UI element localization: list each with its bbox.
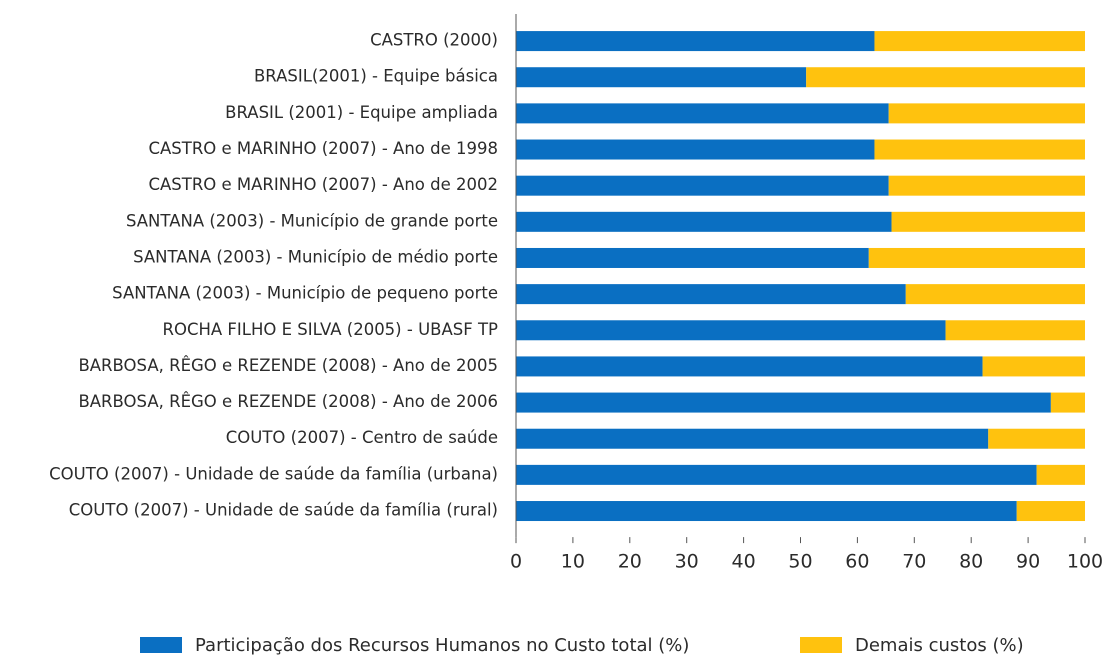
x-tick-label: 0 xyxy=(510,551,522,573)
category-label: COUTO (2007) - Unidade de saúde da famíl… xyxy=(49,464,498,483)
bar-segment xyxy=(1016,501,1085,522)
bar-segment xyxy=(516,501,1017,522)
x-tick-label: 60 xyxy=(845,551,869,573)
x-tick-label: 30 xyxy=(675,551,699,573)
bar-segment xyxy=(516,139,875,160)
x-tick-label: 40 xyxy=(732,551,756,573)
x-tick-label: 50 xyxy=(788,551,812,573)
bar-segment xyxy=(1050,392,1085,413)
bar-segment xyxy=(888,103,1085,124)
bar-segment xyxy=(988,428,1085,449)
legend-label: Demais custos (%) xyxy=(855,635,1024,656)
category-label: SANTANA (2003) - Município de pequeno po… xyxy=(112,284,498,303)
x-tick-label: 20 xyxy=(618,551,642,573)
category-label: CASTRO e MARINHO (2007) - Ano de 2002 xyxy=(148,175,498,194)
legend-swatch xyxy=(140,637,182,653)
bar-segment xyxy=(874,139,1085,160)
legend-label: Participação dos Recursos Humanos no Cus… xyxy=(195,635,689,656)
category-label: SANTANA (2003) - Município de médio port… xyxy=(133,247,498,266)
bar-segment xyxy=(516,175,889,196)
legend-swatch xyxy=(800,637,842,653)
category-label: BARBOSA, RÊGO e REZENDE (2008) - Ano de … xyxy=(78,392,498,411)
category-label: CASTRO (2000) xyxy=(370,31,498,50)
category-label: ROCHA FILHO E SILVA (2005) - UBASF TP xyxy=(163,320,499,339)
bar-segment xyxy=(874,31,1085,52)
bar-segment xyxy=(516,247,869,268)
category-label: BRASIL(2001) - Equipe básica xyxy=(254,67,498,86)
bar-segment xyxy=(1036,464,1085,485)
bar-segment xyxy=(905,284,1085,305)
bar-segment xyxy=(888,175,1085,196)
category-label: BARBOSA, RÊGO e REZENDE (2008) - Ano de … xyxy=(78,356,498,375)
x-tick-label: 80 xyxy=(959,551,983,573)
x-tick-label: 10 xyxy=(561,551,585,573)
bar-segment xyxy=(516,211,892,232)
bar-segment xyxy=(516,31,875,52)
x-tick-label: 100 xyxy=(1067,551,1103,573)
category-label: BRASIL (2001) - Equipe ampliada xyxy=(225,103,498,122)
x-tick-label: 70 xyxy=(902,551,926,573)
bar-segment xyxy=(516,320,946,341)
bar-segment xyxy=(982,356,1085,377)
category-label: COUTO (2007) - Centro de saúde xyxy=(226,428,498,447)
x-tick-label: 90 xyxy=(1016,551,1040,573)
bar-segment xyxy=(891,211,1085,232)
bar-segment xyxy=(516,67,807,88)
bar-segment xyxy=(516,392,1051,413)
category-label: SANTANA (2003) - Município de grande por… xyxy=(126,211,498,230)
bar-segment xyxy=(806,67,1085,88)
bar-segment xyxy=(945,320,1085,341)
bar-segment xyxy=(516,284,906,305)
bar-segment xyxy=(516,103,889,124)
category-label: CASTRO e MARINHO (2007) - Ano de 1998 xyxy=(148,139,498,158)
bar-segment xyxy=(868,247,1085,268)
bar-segment xyxy=(516,428,989,449)
category-label: COUTO (2007) - Unidade de saúde da famíl… xyxy=(69,501,498,520)
bar-segment xyxy=(516,464,1037,485)
bar-segment xyxy=(516,356,983,377)
